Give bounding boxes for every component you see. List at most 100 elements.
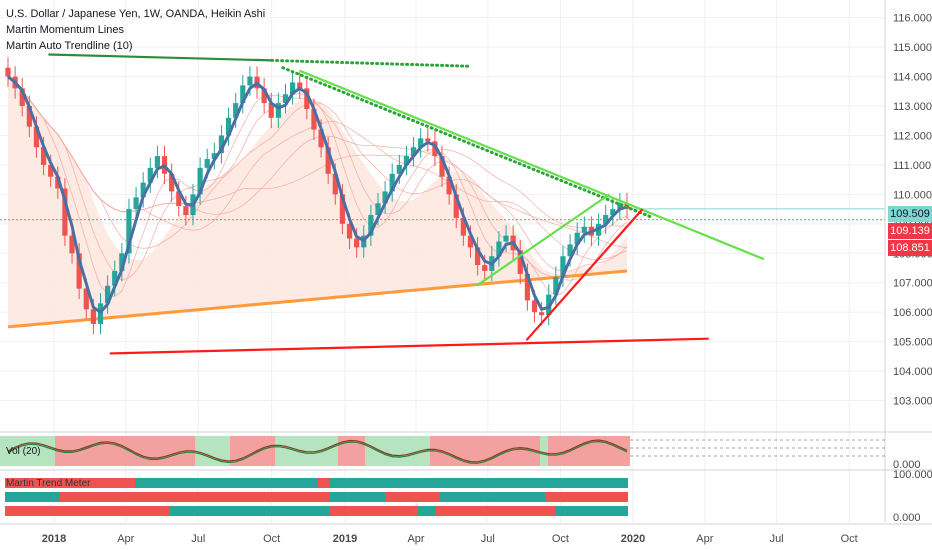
candle bbox=[76, 253, 82, 289]
trend-meter-cell bbox=[318, 478, 330, 488]
indicator-label-momentum: Martin Momentum Lines bbox=[6, 24, 124, 36]
candle bbox=[581, 226, 587, 233]
candle bbox=[261, 88, 267, 104]
candle bbox=[5, 67, 11, 77]
candle bbox=[218, 135, 225, 154]
candle bbox=[233, 103, 239, 118]
fast-ma-line bbox=[7, 75, 628, 315]
candle bbox=[282, 94, 289, 104]
x-tick-label: Oct bbox=[552, 533, 569, 545]
candle bbox=[268, 103, 274, 118]
candle bbox=[496, 241, 502, 257]
osc-pane-label: Vol (20) bbox=[6, 446, 41, 457]
candle bbox=[574, 232, 580, 245]
trend-meter-cell bbox=[330, 478, 628, 488]
candle bbox=[474, 247, 481, 266]
candle bbox=[503, 235, 509, 242]
trendline bbox=[299, 69, 765, 261]
x-tick-label: 2019 bbox=[333, 533, 357, 545]
candle bbox=[69, 235, 75, 254]
y-tick-label: 110.000 bbox=[893, 189, 932, 201]
y-tick-label: 107.000 bbox=[893, 278, 932, 290]
candle bbox=[147, 167, 153, 183]
candle bbox=[304, 88, 310, 109]
x-tick-label: Jul bbox=[191, 533, 205, 545]
candle bbox=[339, 194, 346, 224]
candle bbox=[247, 76, 253, 86]
candle bbox=[439, 156, 445, 177]
candle bbox=[211, 153, 217, 160]
candle bbox=[126, 209, 132, 254]
y-tick-label: 106.000 bbox=[893, 307, 932, 319]
candle bbox=[154, 156, 161, 168]
candle bbox=[90, 309, 96, 324]
candle bbox=[553, 276, 559, 295]
candle bbox=[55, 176, 61, 189]
candle bbox=[240, 85, 246, 104]
trend-meter-cell bbox=[135, 478, 318, 488]
trend-meter-cell bbox=[545, 492, 628, 502]
x-tick-label: 2020 bbox=[621, 533, 645, 545]
y-tick-label: 114.000 bbox=[893, 72, 932, 84]
candle bbox=[297, 82, 303, 89]
candle bbox=[33, 126, 40, 148]
y-tick-label: 113.000 bbox=[893, 101, 932, 113]
candle bbox=[346, 223, 353, 239]
trendline bbox=[525, 208, 644, 341]
candle bbox=[119, 253, 125, 271]
candle bbox=[560, 256, 566, 277]
trend-meter-label: Martin Trend Meter bbox=[6, 478, 91, 489]
trend-meter-cell bbox=[440, 492, 545, 502]
candle bbox=[396, 164, 402, 174]
trend-meter-cell bbox=[418, 506, 435, 516]
y-tick-label: 111.000 bbox=[893, 160, 931, 172]
trend-meter-cell bbox=[330, 492, 385, 502]
candle bbox=[325, 147, 331, 174]
trendline bbox=[48, 53, 272, 62]
candle bbox=[332, 173, 338, 195]
candle bbox=[105, 285, 111, 304]
osc-line-2 bbox=[7, 440, 628, 464]
y-tick-label: 104.000 bbox=[893, 366, 932, 378]
candle bbox=[197, 167, 203, 195]
x-tick-label: Jul bbox=[481, 533, 495, 545]
x-tick-label: Oct bbox=[263, 533, 280, 545]
candle bbox=[183, 206, 189, 215]
chart-title: U.S. Dollar / Japanese Yen, 1W, OANDA, H… bbox=[6, 8, 266, 20]
candle bbox=[318, 129, 324, 148]
candle bbox=[617, 203, 623, 210]
candle bbox=[418, 138, 424, 148]
candle bbox=[368, 215, 374, 236]
x-tick-label: Apr bbox=[117, 533, 134, 545]
candle bbox=[289, 82, 296, 95]
y-tick-label: 103.000 bbox=[893, 396, 932, 408]
candle bbox=[460, 217, 466, 236]
candle bbox=[176, 191, 182, 207]
ma-line bbox=[7, 76, 628, 272]
x-tick-label: Oct bbox=[841, 533, 858, 545]
price-tag-ma1: 109.139 bbox=[888, 223, 932, 239]
candle bbox=[83, 288, 89, 310]
y-tick-label: 105.000 bbox=[893, 337, 932, 349]
trend-meter-cell bbox=[170, 506, 330, 516]
osc-line-1 bbox=[7, 439, 628, 463]
x-tick-label: Apr bbox=[407, 533, 424, 545]
candle bbox=[482, 265, 488, 271]
candle bbox=[467, 235, 474, 248]
osc-bg-red bbox=[548, 436, 630, 466]
y-tick-label: 116.000 bbox=[893, 13, 932, 25]
candle bbox=[446, 176, 452, 195]
x-tick-label: 2018 bbox=[42, 533, 66, 545]
trendline bbox=[281, 66, 656, 220]
candle bbox=[26, 106, 32, 127]
candle bbox=[62, 188, 68, 236]
osc-tick-label: 0.000 bbox=[893, 459, 921, 471]
ma-line bbox=[7, 76, 628, 281]
candle bbox=[19, 88, 25, 107]
candle bbox=[133, 197, 139, 210]
price-tag-last: 109.509 bbox=[888, 206, 932, 222]
candle bbox=[204, 159, 210, 168]
y-tick-label: 115.000 bbox=[893, 42, 932, 54]
trend-meter-cell bbox=[330, 506, 418, 516]
